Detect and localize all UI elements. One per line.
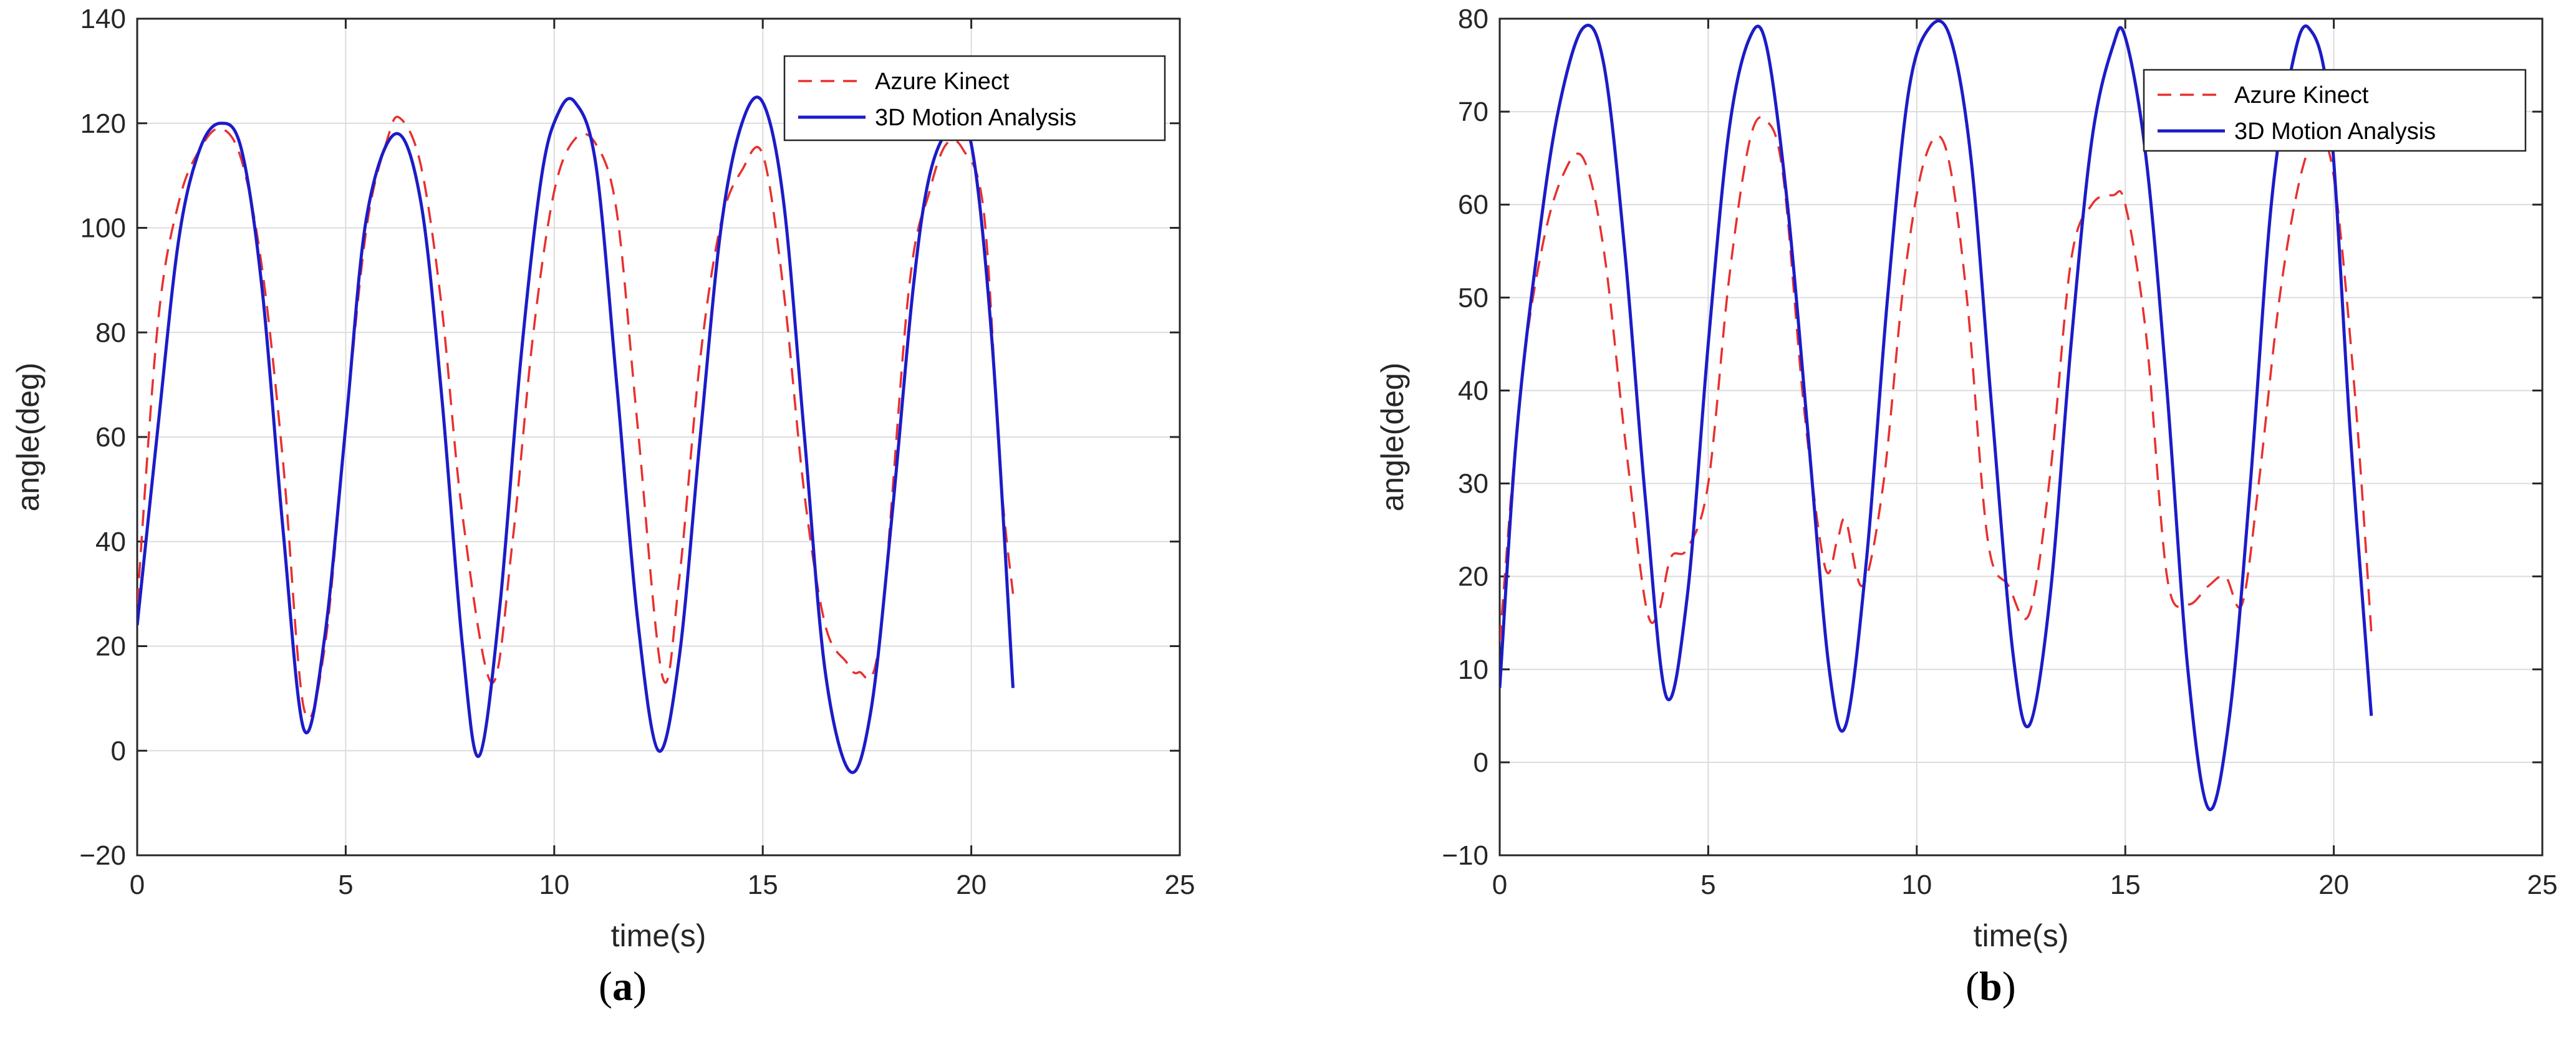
series-3d-motion-analysis-b: [1500, 19, 2373, 812]
y-tick-label: 30: [1458, 469, 1488, 499]
legend-b: Azure Kinect 3D Motion Analysis: [2143, 69, 2527, 152]
y-axis-label: angle(deg): [11, 362, 46, 511]
x-tick-label: 0: [130, 870, 145, 900]
y-tick-label: 100: [80, 213, 126, 244]
x-tick-label: 25: [1165, 870, 1195, 900]
legend-box: [783, 55, 1166, 142]
chart-b: 0 5 10 15 20 25−1001020304050607080time(s)ang…: [1375, 4, 2558, 953]
series-3d-motion-analysis-a: [137, 95, 1015, 774]
y-tick-label: 60: [95, 422, 126, 453]
y-tick-label: 20: [1458, 562, 1488, 592]
y-axis-label: angle(deg): [1375, 362, 1410, 511]
chart-a: 0 5 10 15 20 25−20020406080100120140time(s)an…: [11, 4, 1195, 953]
y-tick-label: 10: [1458, 655, 1488, 685]
series-azure-kinect-b: [1500, 116, 2373, 642]
x-axis-label: time(s): [611, 918, 707, 953]
legend-a: Azure Kinect 3D Motion Analysis: [783, 55, 1166, 142]
y-tick-label: 70: [1458, 97, 1488, 127]
y-tick-label: 0: [111, 736, 126, 766]
y-tick-label: 140: [80, 4, 126, 34]
y-tick-label: 120: [80, 108, 126, 139]
y-tick-label: −20: [79, 840, 126, 871]
x-axis-label: time(s): [1974, 918, 2069, 953]
y-tick-label: −10: [1442, 840, 1488, 871]
legend-label: Azure Kinect: [2234, 82, 2369, 108]
x-tick-label: 5: [338, 870, 353, 900]
legend-box: [2143, 69, 2527, 152]
y-tick-label: 80: [95, 317, 126, 348]
y-tick-label: 50: [1458, 282, 1488, 313]
x-tick-label: 10: [539, 870, 569, 900]
legend-label: 3D Motion Analysis: [2234, 118, 2436, 145]
legend-label: Azure Kinect: [875, 69, 1010, 95]
legend-label: 3D Motion Analysis: [875, 105, 1076, 131]
x-tick-label: 15: [748, 870, 778, 900]
y-tick-label: 40: [1458, 375, 1488, 406]
y-tick-label: 20: [95, 631, 126, 662]
y-tick-label: 0: [1474, 747, 1488, 778]
axes-box-b: [1498, 17, 2544, 857]
y-tick-label: 40: [95, 527, 126, 557]
x-tick-label: 25: [2527, 870, 2558, 900]
x-tick-label: 20: [2318, 870, 2349, 900]
panel-label-a: (a): [599, 964, 647, 1009]
panel-label-b: (b): [1966, 964, 2016, 1009]
x-tick-label: 20: [956, 870, 987, 900]
y-tick-label: 60: [1458, 190, 1488, 220]
x-tick-label: 0: [1492, 870, 1507, 900]
x-tick-label: 5: [1700, 870, 1715, 900]
x-tick-label: 10: [1901, 870, 1932, 900]
y-tick-label: 80: [1458, 4, 1488, 34]
x-tick-label: 15: [2110, 870, 2141, 900]
